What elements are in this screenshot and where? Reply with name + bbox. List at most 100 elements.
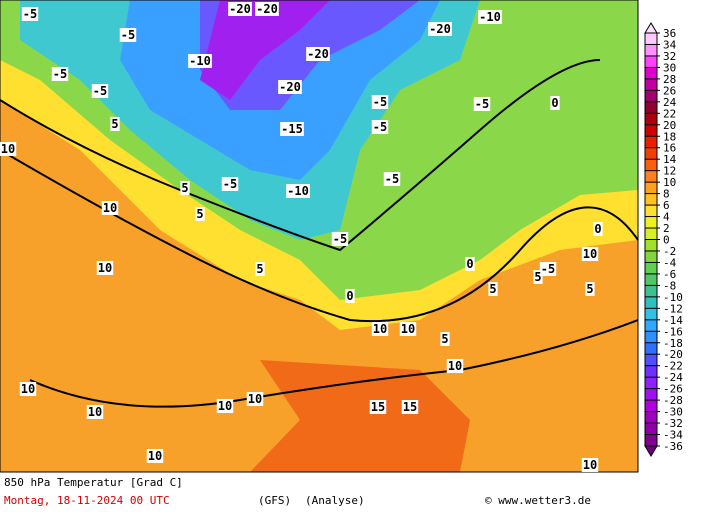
contour-label: 10 (88, 405, 102, 419)
contour-label: -5 (53, 67, 67, 81)
contour-label: 10 (248, 392, 262, 406)
colorbar-cell (645, 285, 657, 297)
contour-label: 0 (551, 96, 558, 110)
contour-label: -5 (541, 262, 555, 276)
colorbar-label: -10 (663, 291, 683, 304)
colorbar-cell (645, 113, 657, 125)
colorbar-label: 8 (663, 188, 670, 201)
colorbar-label: -6 (663, 268, 676, 281)
contour-label: -5 (373, 95, 387, 109)
colorbar-label: -24 (663, 371, 683, 384)
contour-label-bg (581, 458, 599, 472)
contour-label: 10 (373, 322, 387, 336)
contour-label-bg (101, 201, 119, 215)
contour-label: 5 (111, 117, 118, 131)
contour-label: 10 (148, 449, 162, 463)
colorbar-label: -20 (663, 348, 683, 361)
colorbar-cell (645, 101, 657, 114)
colorbar-label: -34 (663, 429, 683, 442)
contour-label-bg (86, 405, 104, 419)
contour-label-bg (51, 67, 69, 81)
colorbar-cell (645, 55, 657, 68)
contour-label: 10 (21, 382, 35, 396)
contour-label-bg (286, 184, 310, 198)
colorbar-label: 12 (663, 165, 676, 178)
contour-label-bg (0, 142, 17, 156)
contour-label-bg (465, 257, 475, 271)
contour-label: -20 (256, 2, 278, 16)
contour-label-bg (446, 359, 464, 373)
colorbar-cell (645, 319, 657, 332)
colorbar-bottom (644, 445, 658, 457)
colorbar-cell (645, 296, 657, 309)
contour-label-bg (369, 400, 387, 414)
contour-label: 10 (98, 261, 112, 275)
footer-title: 850 hPa Temperatur [Grad C] (4, 476, 183, 489)
contour-label: 10 (448, 359, 462, 373)
colorbar-label: 36 (663, 27, 676, 40)
colorbar-cell (645, 136, 657, 148)
contour-label-bg (581, 247, 599, 261)
colorbar-cell (645, 147, 657, 160)
colorbar-label: 2 (663, 222, 670, 235)
contour-label-bg (278, 80, 302, 94)
colorbar-label: -14 (663, 314, 683, 327)
contour-label-bg (428, 22, 452, 36)
footer-date: Montag, 18-11-2024 00 UTC (4, 494, 170, 507)
contour-label-bg (280, 122, 304, 136)
colorbar-cell (645, 308, 657, 320)
colorbar-label: -8 (663, 279, 676, 292)
contour-label-bg (91, 84, 109, 98)
contour-label: -10 (479, 10, 501, 24)
contour-label: -5 (93, 84, 107, 98)
colorbar-cell (645, 273, 657, 286)
contour-label-bg (533, 270, 543, 284)
contour-label: 5 (196, 207, 203, 221)
colorbar-cell (645, 159, 657, 171)
colorbar-label: 32 (663, 50, 676, 63)
contour-label: 5 (441, 332, 448, 346)
colorbar-label: 24 (663, 96, 677, 109)
colorbar-cell (645, 228, 657, 240)
footer-run: (Analyse) (305, 494, 365, 507)
colorbar-cell (645, 170, 657, 183)
map-frame (0, 0, 639, 473)
contour-label-bg (146, 449, 164, 463)
contour-label: 10 (583, 458, 597, 472)
colorbar-label: 14 (663, 153, 677, 166)
colorbar-label: -2 (663, 245, 676, 258)
contour-label-bg (478, 10, 502, 24)
colorbar-cell (645, 423, 657, 435)
colorbar-label: -30 (663, 406, 683, 419)
colorbar-cell (645, 90, 657, 102)
colorbar-label: -28 (663, 394, 683, 407)
contour-label-bg (110, 117, 120, 131)
colorbar-label: 16 (663, 142, 676, 155)
contour-label-bg (593, 222, 603, 236)
colorbar-cell (645, 124, 657, 137)
contour (29, 319, 639, 408)
colorbar-label: -4 (663, 256, 677, 269)
colorbar-label: 6 (663, 199, 670, 212)
contour-label-bg (371, 120, 389, 134)
contour-label: 10 (1, 142, 15, 156)
contour-label: -5 (223, 177, 237, 191)
contour-label-bg (180, 181, 190, 195)
map (0, 0, 639, 473)
contour-label-bg (21, 7, 39, 21)
colorbar-cell (645, 33, 657, 45)
contour-label-bg (585, 282, 595, 296)
contour-label-bg (228, 2, 252, 16)
colorbar-cell (645, 400, 657, 412)
colorbar-cell (645, 342, 657, 355)
colorbar-label: -26 (663, 383, 683, 396)
colorbar-cell (645, 411, 657, 424)
colorbar-cell (645, 182, 657, 194)
contour-label-bg (383, 172, 401, 186)
colorbar-label: -12 (663, 302, 683, 315)
contour-label: -10 (287, 184, 309, 198)
contour-label: 10 (583, 247, 597, 261)
footer-model: (GFS) (258, 494, 291, 507)
